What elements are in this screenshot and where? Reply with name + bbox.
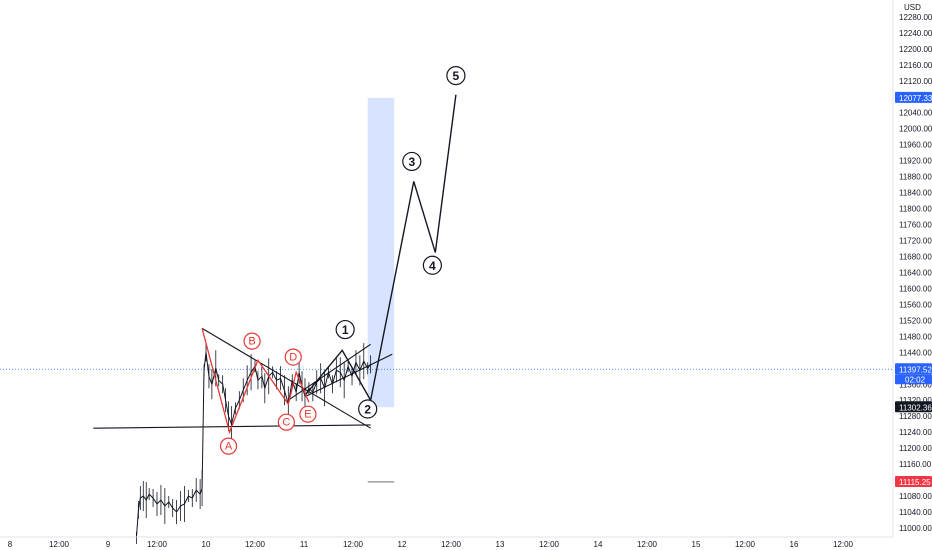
impulse-projection	[305, 94, 457, 403]
wave-label-circle	[446, 65, 466, 86]
price-tick-label: 11320.00	[899, 396, 932, 405]
wave-label-1: 1	[342, 323, 349, 337]
wave-label-a: A	[225, 441, 233, 453]
price-axis[interactable]: 11000.0011040.0011080.0011120.0011160.00…	[899, 13, 932, 533]
price-tick-label: 11000.00	[899, 524, 932, 533]
wave-label-5: 5	[453, 69, 460, 83]
price-tick-label: 11840.00	[899, 189, 932, 198]
price-tick-label: 11200.00	[899, 444, 932, 453]
time-tick-label: 12:00	[343, 540, 364, 549]
price-tick-label: 12040.00	[899, 109, 932, 118]
wave-label-circle	[277, 413, 295, 431]
time-tick-label: 15	[692, 540, 701, 549]
time-tick-label: 16	[790, 540, 799, 549]
wave-label-b: B	[248, 336, 255, 348]
price-tick-label: 11720.00	[899, 237, 932, 246]
countdown-label: 02:02	[905, 375, 926, 384]
time-tick-label: 12:00	[539, 540, 560, 549]
price-tick-label: 11160.00	[899, 460, 932, 469]
price-badge-label: 11302.36	[899, 403, 932, 412]
price-tick-label: 11080.00	[899, 492, 932, 501]
price-tick-label: 11040.00	[899, 508, 932, 517]
price-tick-label: 11600.00	[899, 284, 932, 293]
time-tick-label: 12:00	[735, 540, 756, 549]
price-tick-label: 11960.00	[899, 141, 932, 150]
price-badge	[895, 475, 932, 487]
price-badge	[895, 401, 932, 413]
wave-label-circle	[243, 332, 261, 350]
time-axis[interactable]: 8 12:00 9 12:00 10 12:00 11 12:00 12 12:00 13 12:00…	[8, 540, 854, 549]
time-tick-label: 11	[300, 540, 309, 549]
price-tick-label: 11760.00	[899, 221, 932, 230]
time-tick-label: 8	[8, 540, 13, 549]
countdown-badge	[895, 374, 932, 385]
price-badge-label: 11397.52	[899, 365, 932, 374]
price-tick-label: 12160.00	[899, 61, 932, 70]
trendline	[201, 327, 371, 429]
abcde-wave	[201, 328, 310, 435]
trendline	[288, 343, 371, 401]
price-tick-label: 12000.00	[899, 125, 932, 134]
price-tick-label: 11560.00	[899, 300, 932, 309]
wave-label-c: C	[282, 417, 290, 429]
time-tick-label: 12:00	[49, 540, 70, 549]
wave-labels: A B C D E 1 2 3 4 5	[219, 65, 466, 455]
time-tick-label: 14	[594, 540, 603, 549]
wave-label-4: 4	[429, 259, 436, 273]
price-tick-label: 12280.00	[899, 13, 932, 22]
long-target-box	[367, 97, 395, 408]
wave-label-circle	[335, 319, 355, 340]
time-tick-label: 9	[106, 540, 111, 549]
wave-drawings	[93, 94, 457, 435]
wave-label-2: 2	[364, 403, 371, 417]
price-tick-label: 11480.00	[899, 332, 932, 341]
time-tick-label: 12:00	[637, 540, 658, 549]
wave-label-circle	[299, 405, 317, 423]
price-tick-label: 11680.00	[899, 252, 932, 261]
wave-label-circle	[422, 255, 442, 275]
price-tick-label: 11280.00	[899, 412, 932, 421]
wave-label-circle	[358, 399, 378, 419]
wave-label-3: 3	[408, 155, 415, 169]
time-tick-label: 12:00	[833, 540, 854, 549]
price-tick-label: 12240.00	[899, 29, 932, 38]
price-tick-label: 11880.00	[899, 173, 932, 182]
price-tick-label: 12120.00	[899, 77, 932, 86]
price-tick-label: 11360.00	[899, 380, 932, 389]
price-tick-label: 11800.00	[899, 205, 932, 214]
time-tick-label: 12:00	[147, 540, 168, 549]
price-badge	[895, 91, 932, 103]
price-tick-label: 11440.00	[899, 348, 932, 357]
price-tick-label: 11640.00	[899, 268, 932, 277]
time-tick-label: 13	[496, 540, 505, 549]
currency-label: USD	[904, 3, 921, 12]
time-tick-label: 12:00	[441, 540, 462, 549]
price-badge	[895, 363, 932, 375]
wave-label-e: E	[304, 409, 311, 421]
price-tick-label: 11920.00	[899, 157, 932, 166]
price-badge-label: 12077.33	[899, 94, 932, 103]
price-badge-label: 11115.25	[899, 478, 931, 487]
wave-label-circle	[219, 437, 238, 455]
price-tick-label: 12200.00	[899, 45, 932, 54]
time-tick-label: 12	[398, 540, 407, 549]
wave-label-circle	[284, 348, 302, 366]
time-tick-label: 10	[202, 540, 211, 549]
wave-label-circle	[402, 151, 422, 172]
time-tick-label: 12:00	[245, 540, 266, 549]
price-tick-label: 11520.00	[899, 316, 932, 325]
price-tick-label: 11240.00	[899, 428, 932, 437]
position-boxes	[0, 97, 893, 483]
wave-label-d: D	[289, 352, 297, 364]
